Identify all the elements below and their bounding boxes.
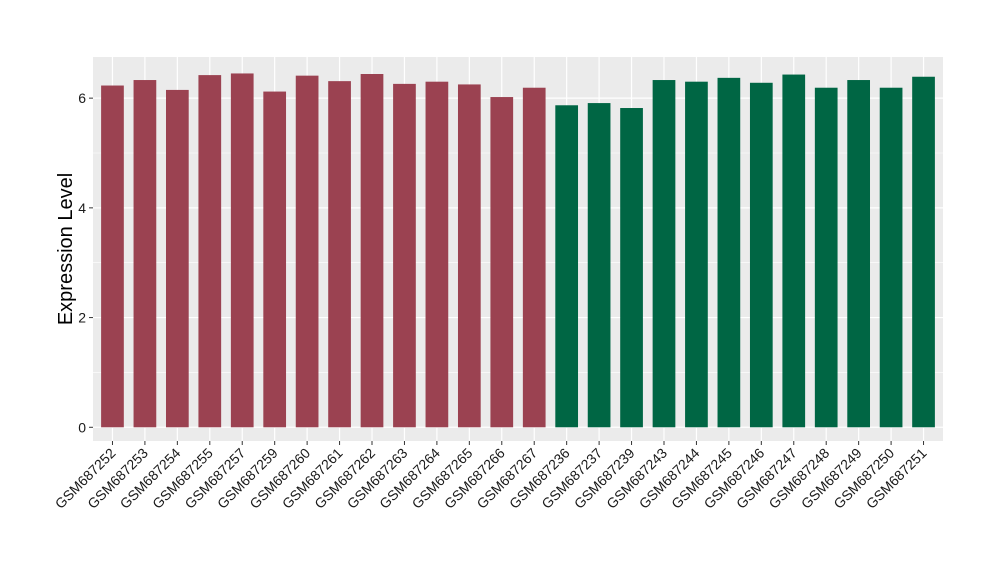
y-tick-label: 2 xyxy=(78,310,86,326)
bar-GSM687247 xyxy=(782,74,806,428)
bar-GSM687237 xyxy=(587,103,611,428)
bar-GSM687248 xyxy=(814,87,838,428)
bar-GSM687265 xyxy=(457,84,481,428)
bar-GSM687250 xyxy=(879,87,903,428)
bar-GSM687267 xyxy=(522,87,546,428)
bar-GSM687260 xyxy=(295,75,319,428)
bar-GSM687264 xyxy=(425,81,449,428)
y-axis: 0 2 4 6 xyxy=(78,90,93,435)
bar-GSM687244 xyxy=(685,81,708,428)
bar-GSM687262 xyxy=(360,74,384,428)
bar-GSM687254 xyxy=(165,89,189,428)
y-axis-title: Expression Level xyxy=(55,173,77,325)
bar-GSM687249 xyxy=(847,80,871,428)
bar-GSM687251 xyxy=(912,76,935,428)
bars xyxy=(101,73,935,428)
bar-GSM687255 xyxy=(198,75,222,428)
bar-GSM687236 xyxy=(555,105,579,428)
y-tick-label: 0 xyxy=(78,419,86,435)
bar-GSM687266 xyxy=(490,97,514,428)
bar-GSM687253 xyxy=(133,80,157,428)
bar-GSM687245 xyxy=(717,77,741,428)
bar-GSM687239 xyxy=(620,108,643,428)
x-axis: GSM687252GSM687253GSM687254GSM687255GSM6… xyxy=(52,441,930,512)
bar-GSM687246 xyxy=(749,82,773,428)
bar-GSM687263 xyxy=(393,83,416,428)
y-tick-label: 4 xyxy=(78,200,86,216)
bar-GSM687243 xyxy=(652,80,676,428)
bar-GSM687252 xyxy=(101,85,124,428)
y-tick-label: 6 xyxy=(78,90,86,106)
bar-GSM687261 xyxy=(328,81,351,428)
bar-GSM687257 xyxy=(230,73,254,428)
bar-GSM687259 xyxy=(263,91,287,428)
